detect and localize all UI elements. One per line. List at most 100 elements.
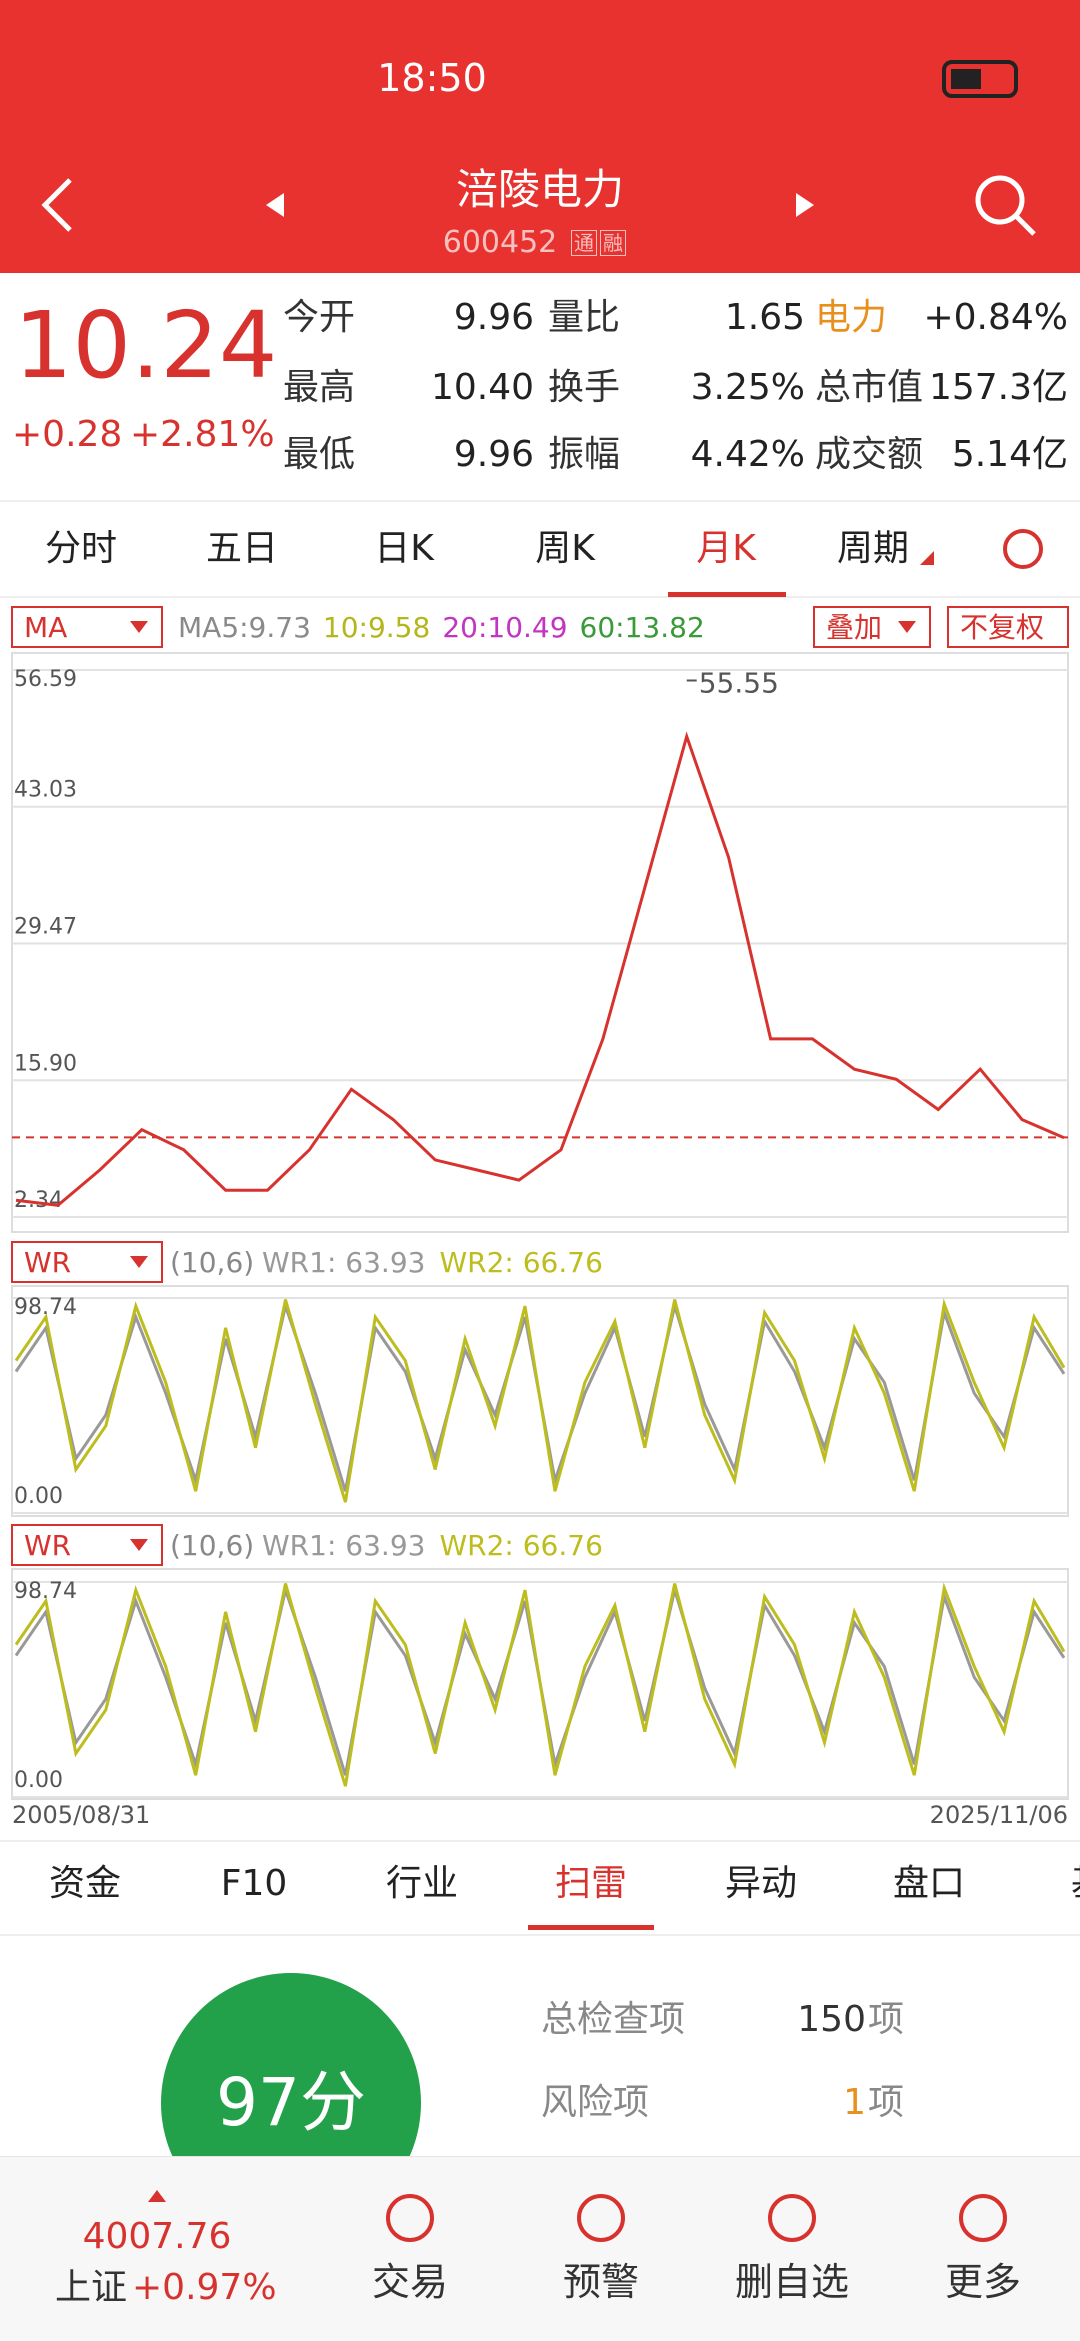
badge: 融 [600, 230, 626, 256]
index-name: 上证 [55, 2267, 128, 2308]
selector-box [947, 606, 1069, 648]
legend-item: 20:10.49 [442, 611, 567, 644]
info-tab[interactable]: F10 [220, 1863, 288, 1904]
legend-item: WR1: 63.93 [262, 1246, 425, 1279]
y-tick-label: 43.03 [14, 778, 77, 803]
period-tab[interactable]: 月K [696, 528, 756, 569]
selector: WR [24, 1246, 71, 1279]
tab-bar-bg [0, 1840, 1080, 1936]
legend-item: 60:13.82 [580, 611, 705, 644]
scan-count: 150 [797, 1999, 866, 2040]
stat-label: 成交额 [815, 434, 924, 475]
series-line [14, 1582, 1066, 1787]
stock-name: 涪陵电力 [455, 165, 625, 214]
indicator-params: (10,6) [170, 1529, 254, 1562]
prev-icon[interactable] [266, 193, 284, 217]
stat-label: 最高 [283, 367, 356, 408]
scan-unit: 项 [868, 2082, 905, 2123]
nav-icon [577, 2194, 625, 2242]
stat-value: 1.65 [724, 297, 805, 338]
y-tick-label: 56.59 [14, 667, 77, 692]
info-tab[interactable]: 行业 [385, 1863, 459, 1904]
stat-label: 振幅 [548, 434, 621, 475]
peak-label: 55.55 [699, 666, 779, 699]
divider [0, 596, 1080, 598]
period-tab[interactable]: 五日 [205, 528, 279, 569]
stock-code: 600452 [442, 225, 558, 260]
legend-item: WR2: 66.76 [439, 1246, 602, 1279]
info-tab[interactable]: 扫雷 [554, 1863, 628, 1904]
battery [942, 60, 1018, 98]
index-change: +0.97% [132, 2267, 277, 2308]
header-bg [0, 0, 1080, 273]
bottom-nav-bg [0, 2156, 1080, 2341]
x-label: 2025/11/06 [930, 1801, 1068, 1829]
nav-icon [386, 2194, 434, 2242]
dropdown [130, 621, 148, 633]
legend-item: WR2: 66.76 [439, 1529, 602, 1562]
period-tab[interactable]: 分时 [44, 528, 118, 569]
y-tick-label: 0.00 [14, 1768, 63, 1793]
search-icon[interactable] [975, 175, 1025, 225]
stat-label: 量比 [548, 297, 621, 338]
last-price: 10.24 [14, 292, 278, 399]
tab-underline [668, 592, 786, 597]
y-tick-label: 15.90 [14, 1051, 77, 1076]
search-icon [1014, 214, 1036, 236]
stat-value: 4.42% [690, 434, 805, 475]
stat-value: 10.40 [430, 367, 534, 408]
dropdown [130, 1539, 148, 1551]
up-arrow [148, 2190, 166, 2202]
y-tick-label: 29.47 [14, 914, 77, 939]
scan-label: 风险项 [541, 2082, 650, 2123]
dropdown [130, 1256, 148, 1268]
stat-value: 157.3亿 [928, 367, 1068, 408]
legend-item: WR1: 63.93 [262, 1529, 425, 1562]
info-tab[interactable]: 基 [1071, 1866, 1080, 1902]
stat-value: 9.96 [453, 297, 534, 338]
scan-unit: 项 [868, 1999, 905, 2040]
nav-item[interactable]: 预警 [562, 2260, 640, 2304]
stat-value: +0.84% [923, 297, 1068, 338]
scan-label: 总检查项 [541, 1999, 686, 2040]
x-label: 2005/08/31 [12, 1801, 150, 1829]
back-icon[interactable] [41, 178, 72, 232]
scan-count: 1 [843, 2082, 866, 2123]
selector: 不复权 [960, 611, 1044, 644]
period-tab[interactable]: 日K [374, 528, 434, 569]
series-line [14, 1298, 1066, 1503]
nav-icon [768, 2194, 816, 2242]
stat-label: 换手 [548, 367, 621, 408]
stat-value: 9.96 [453, 434, 534, 475]
battery-level [951, 69, 981, 89]
settings-icon[interactable] [1003, 529, 1043, 569]
dropdown [898, 621, 916, 633]
legend-item: MA5:9.73 [178, 611, 311, 644]
change: +0.28 [12, 414, 123, 455]
chart-frame [11, 1568, 1069, 1800]
next-icon[interactable] [796, 193, 814, 217]
quote-bg [0, 273, 1080, 500]
indicator-params: (10,6) [170, 1246, 254, 1279]
stat-label: 今开 [283, 297, 356, 338]
badge: 通 [571, 230, 597, 256]
nav-item[interactable]: 交易 [371, 2260, 449, 2304]
nav-item[interactable]: 删自选 [734, 2260, 850, 2304]
info-tab[interactable]: 盘口 [892, 1863, 966, 1904]
info-tab[interactable]: 异动 [724, 1863, 798, 1904]
selector: 叠加 [826, 611, 882, 644]
stat-value: 3.25% [690, 367, 805, 408]
index-value[interactable]: 4007.76 [82, 2216, 232, 2257]
selector-box [11, 1524, 163, 1566]
series-line [15, 731, 1065, 1207]
period-tab[interactable]: 周期 [836, 528, 910, 569]
info-tab[interactable]: 资金 [48, 1863, 122, 1904]
status-time: 18:50 [377, 56, 487, 100]
nav-item[interactable]: 更多 [944, 2260, 1022, 2304]
dropdown [920, 551, 934, 565]
period-tab[interactable]: 周K [535, 528, 595, 569]
stat-label: 总市值 [815, 367, 924, 408]
change-pct: +2.81% [130, 414, 275, 455]
